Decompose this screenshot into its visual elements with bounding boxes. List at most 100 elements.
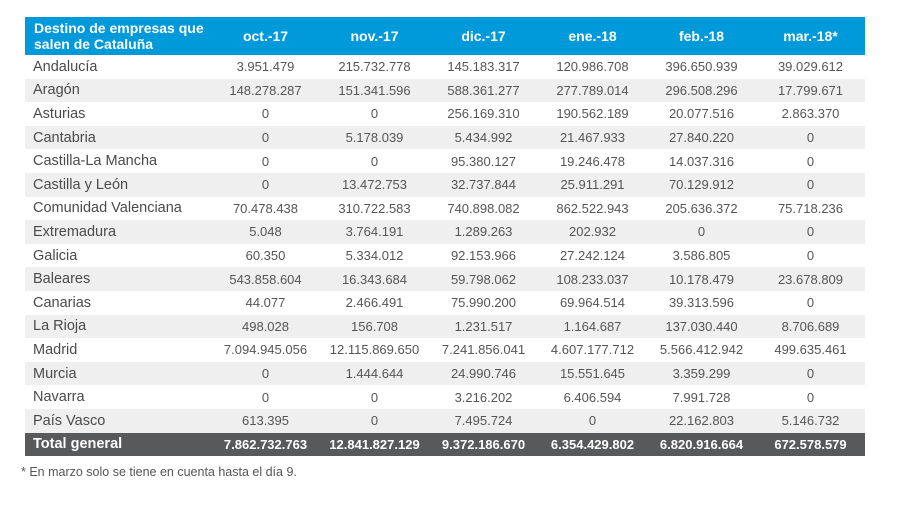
cell-value: 5.048 bbox=[211, 220, 320, 244]
cell-value: 6.354.429.802 bbox=[538, 432, 647, 456]
table-row: Extremadura 5.048 3.764.191 1.289.263 202.93… bbox=[25, 220, 865, 244]
cell-value: 613.395 bbox=[211, 408, 320, 433]
cell-value: 740.898.082 bbox=[447, 200, 520, 216]
cell-value: 19.246.478 bbox=[559, 153, 626, 169]
row-label: Andalucía bbox=[33, 58, 98, 75]
cell-value: 16.343.684 bbox=[320, 267, 429, 291]
cell-value: 543.858.604 bbox=[211, 267, 320, 291]
row-label: Madrid bbox=[33, 341, 78, 358]
cell-value: 27.242.124 bbox=[559, 248, 626, 264]
cell-value: 10.178.479 bbox=[647, 267, 756, 291]
cell-value: 190.562.189 bbox=[556, 106, 629, 122]
cell-value: 59.798.062 bbox=[429, 267, 538, 291]
cell-value: 156.708 bbox=[320, 314, 429, 339]
cell-value: 0 bbox=[647, 220, 756, 244]
table-row: Andalucía 3.951.479 215.732.778 145.183.317… bbox=[25, 55, 865, 79]
row-label: La Rioja bbox=[25, 314, 211, 339]
cell-value: 25.911.291 bbox=[538, 172, 647, 197]
cell-value: 39.029.612 bbox=[777, 59, 844, 75]
cell-value: 0 bbox=[261, 106, 270, 122]
cell-value: 7.495.724 bbox=[429, 408, 538, 433]
cell-value: 0 bbox=[756, 125, 865, 150]
cell-value: 12.115.869.650 bbox=[329, 342, 420, 358]
cell-value: 0 bbox=[211, 125, 320, 150]
table-header-row: Destino de empresas que salen de Cataluñ… bbox=[25, 17, 865, 55]
cell-value: 151.341.596 bbox=[320, 78, 429, 103]
cell-value: 0 bbox=[756, 172, 865, 197]
cell-value: 145.183.317 bbox=[447, 59, 520, 75]
row-label: Murcia bbox=[25, 361, 211, 386]
companies-destination-table: Destino de empresas que salen de Cataluñ… bbox=[25, 17, 865, 456]
cell-value: 3.764.191 bbox=[320, 220, 429, 244]
table-row: Madrid 7.094.945.056 12.115.869.650 7.241.8… bbox=[25, 338, 865, 362]
cell-value: 15.551.645 bbox=[538, 361, 647, 386]
cell-value: 21.467.933 bbox=[538, 125, 647, 150]
column-header-month: feb.-18 bbox=[647, 17, 756, 55]
column-header-month: nov.-17 bbox=[320, 17, 429, 55]
column-header-month: oct.-17 bbox=[211, 17, 320, 55]
table-row: Asturias 0 0 256.169.310 190.562.189 20.077.5… bbox=[25, 102, 865, 126]
table-row: Cantabria 0 5.178.039 5.434.992 21.467.933 27… bbox=[25, 125, 865, 150]
cell-value: 108.233.037 bbox=[538, 267, 647, 291]
cell-value: 23.678.809 bbox=[756, 267, 865, 291]
column-header-destination: Destino de empresas que salen de Cataluñ… bbox=[25, 17, 211, 55]
cell-value: 0 bbox=[806, 153, 815, 169]
cell-value: 137.030.440 bbox=[647, 314, 756, 339]
cell-value: 32.737.844 bbox=[429, 172, 538, 197]
cell-value: 0 bbox=[538, 408, 647, 433]
cell-value: 92.153.966 bbox=[450, 248, 517, 264]
table-row: País Vasco 613.395 0 7.495.724 0 22.162.803 5.… bbox=[25, 408, 865, 433]
cell-value: 3.951.479 bbox=[236, 59, 295, 75]
cell-value: 70.129.912 bbox=[647, 172, 756, 197]
table-row: Castilla y León 0 13.472.753 32.737.844 25.9… bbox=[25, 172, 865, 197]
cell-value: 5.178.039 bbox=[320, 125, 429, 150]
cell-value: 0 bbox=[756, 361, 865, 386]
cell-value: 1.164.687 bbox=[538, 314, 647, 339]
cell-value: 205.636.372 bbox=[665, 200, 738, 216]
cell-value: 0 bbox=[211, 172, 320, 197]
cell-value: 120.986.708 bbox=[556, 59, 629, 75]
column-header-month: ene.-18 bbox=[538, 17, 647, 55]
cell-value: 75.990.200 bbox=[450, 295, 517, 311]
cell-value: 3.586.805 bbox=[672, 248, 731, 264]
cell-value: 12.841.827.129 bbox=[320, 432, 429, 456]
row-label: Canarias bbox=[33, 294, 92, 311]
cell-value: 5.146.732 bbox=[756, 408, 865, 433]
table-row: Comunidad Valenciana 70.478.438 310.722.58… bbox=[25, 197, 865, 221]
cell-value: 24.990.746 bbox=[429, 361, 538, 386]
cell-value: 7.862.732.763 bbox=[211, 432, 320, 456]
cell-value: 0 bbox=[211, 361, 320, 386]
total-row: Total general 7.862.732.763 12.841.827.129… bbox=[25, 432, 865, 456]
cell-value: 70.478.438 bbox=[232, 200, 299, 216]
footnote: * En marzo solo se tiene en cuenta hasta… bbox=[21, 465, 297, 479]
cell-value: 5.566.412.942 bbox=[659, 342, 744, 358]
cell-value: 256.169.310 bbox=[447, 106, 520, 122]
cell-value: 7.991.728 bbox=[672, 389, 731, 405]
cell-value: 396.650.939 bbox=[665, 59, 738, 75]
row-label: Total general bbox=[25, 432, 211, 456]
row-label: Castilla y León bbox=[25, 172, 211, 197]
cell-value: 202.932 bbox=[538, 220, 647, 244]
cell-value: 75.718.236 bbox=[777, 200, 844, 216]
table-row: La Rioja 498.028 156.708 1.231.517 1.164.687… bbox=[25, 314, 865, 339]
cell-value: 7.241.856.041 bbox=[441, 342, 526, 358]
cell-value: 277.789.014 bbox=[538, 78, 647, 103]
row-label: Asturias bbox=[33, 105, 86, 122]
cell-value: 95.380.127 bbox=[450, 153, 517, 169]
cell-value: 0 bbox=[370, 106, 379, 122]
cell-value: 20.077.516 bbox=[668, 106, 735, 122]
cell-value: 0 bbox=[756, 220, 865, 244]
cell-value: 2.466.491 bbox=[345, 295, 404, 311]
cell-value: 17.799.671 bbox=[756, 78, 865, 103]
cell-value: 1.231.517 bbox=[429, 314, 538, 339]
column-header-month: mar.-18* bbox=[756, 17, 865, 55]
row-label: Extremadura bbox=[25, 220, 211, 244]
cell-value: 2.863.370 bbox=[781, 106, 840, 122]
cell-value: 498.028 bbox=[211, 314, 320, 339]
cell-value: 0 bbox=[806, 248, 815, 264]
cell-value: 3.359.299 bbox=[647, 361, 756, 386]
column-header-month: dic.-17 bbox=[429, 17, 538, 55]
row-label: País Vasco bbox=[25, 408, 211, 433]
cell-value: 3.216.202 bbox=[454, 389, 513, 405]
table-row: Baleares 543.858.604 16.343.684 59.798.062 1… bbox=[25, 267, 865, 291]
